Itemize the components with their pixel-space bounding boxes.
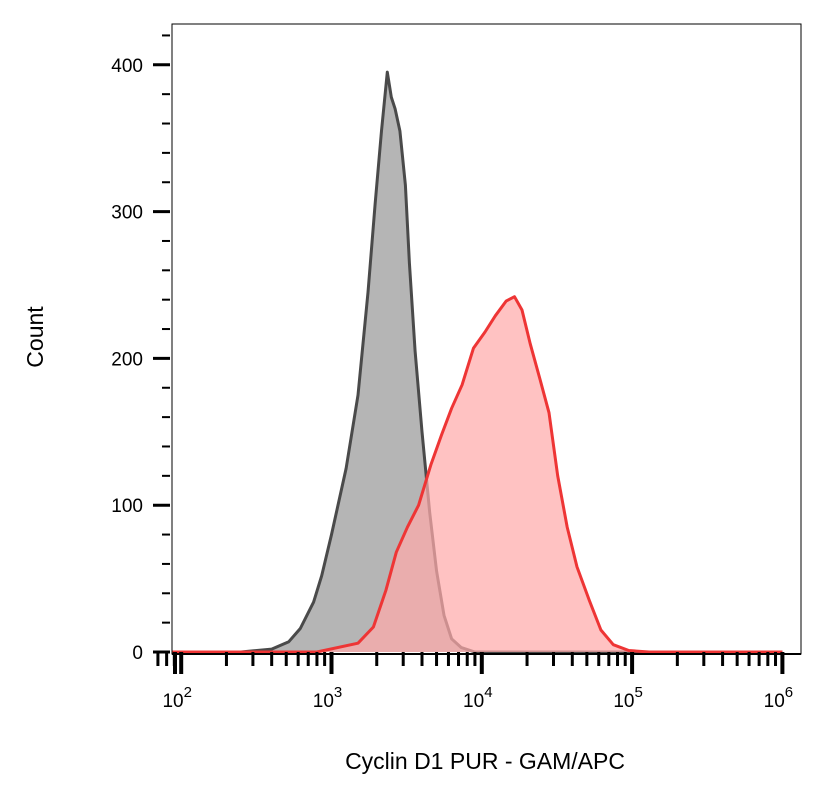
axis-layer — [153, 34, 801, 674]
x-tick-label: 104 — [463, 684, 492, 712]
y-tick-label: 0 — [132, 643, 143, 664]
series-2-fill — [172, 296, 783, 652]
x-axis-title: Cyclin D1 PUR - GAM/APC — [345, 748, 625, 774]
x-tick-label: 103 — [313, 684, 342, 712]
x-tick-label: 106 — [764, 684, 793, 712]
y-tick-label: 300 — [111, 203, 143, 224]
x-tick-label: 102 — [162, 684, 191, 712]
series-2-line — [172, 295, 783, 654]
y-tick-label: 200 — [111, 349, 143, 370]
y-tick-label: 400 — [111, 56, 143, 77]
label-layer: 0 100 200 300 400 102 103 104 105 106 — [111, 56, 793, 712]
y-tick-label: 100 — [111, 496, 143, 517]
y-axis-title: Count — [22, 306, 48, 368]
x-tick-label: 105 — [613, 684, 642, 712]
series-layer — [172, 70, 783, 654]
